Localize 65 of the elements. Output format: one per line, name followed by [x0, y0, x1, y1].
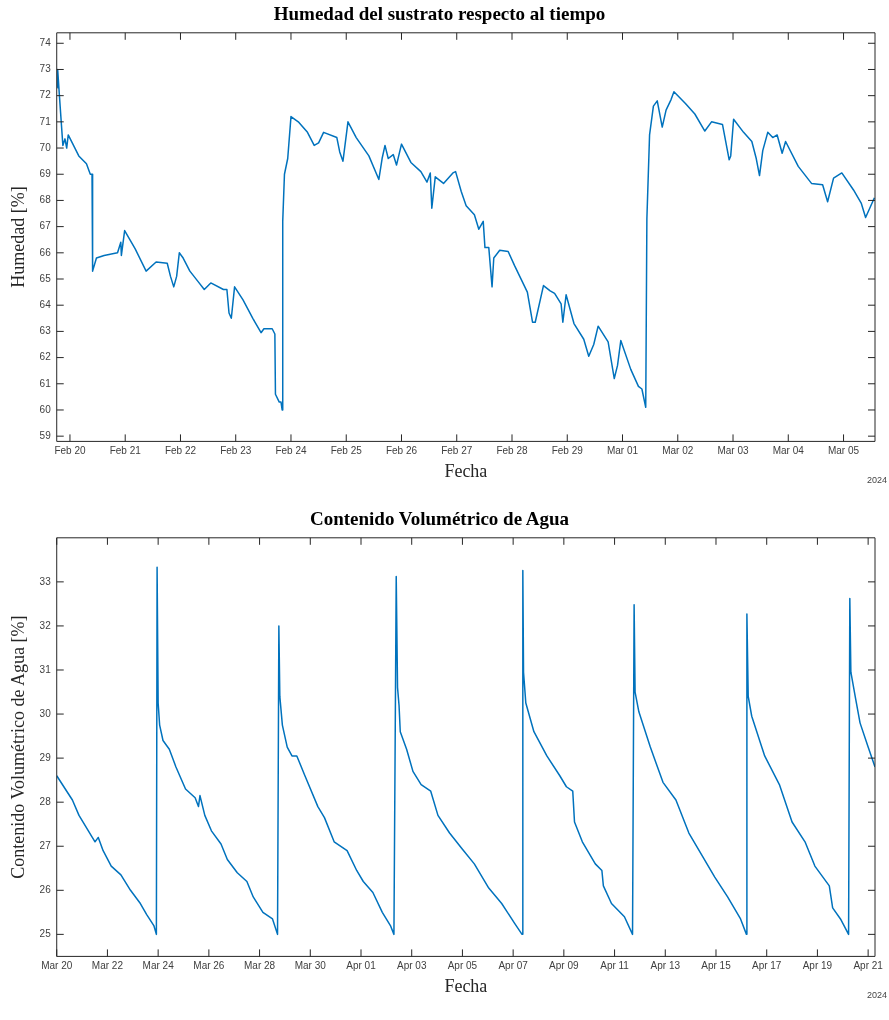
y-tick-label: 32 [39, 619, 52, 631]
y-tick-label: 63 [39, 325, 52, 337]
y-tick-label: 33 [39, 575, 52, 587]
x-tick-label: Apr 13 [650, 960, 681, 972]
y-tick-label: 25 [39, 928, 52, 940]
y-tick-label: 62 [39, 351, 52, 363]
y-tick-label: 74 [39, 37, 52, 49]
x-tick-label: Feb 24 [275, 445, 307, 457]
x-axis-title: Fecha [444, 975, 488, 996]
chart-title: Humedad del sustrato respecto al tiempo [273, 3, 606, 25]
y-tick-label: 61 [39, 377, 52, 389]
x-tick-label: Feb 27 [441, 445, 473, 457]
x-tick-label: Mar 22 [91, 960, 124, 972]
x-tick-label: Apr 15 [701, 960, 732, 972]
y-tick-label: 72 [39, 89, 52, 101]
chart-title: Contenido Volumétrico de Agua [309, 508, 570, 530]
x-tick-label: Apr 19 [802, 960, 833, 972]
x-tick-label: Mar 20 [41, 960, 73, 972]
text: 2024 [866, 990, 887, 1000]
x-tick-label: Mar 30 [294, 960, 327, 972]
x-tick-label: Feb 29 [551, 445, 584, 457]
y-tick-label: 70 [39, 141, 52, 153]
x-axis-title: Fecha [444, 460, 488, 481]
x-tick-label: Apr 17 [751, 960, 782, 972]
y-tick-label: 64 [39, 298, 52, 310]
y-tick-label: 60 [39, 403, 52, 415]
y-tick-label: 28 [39, 795, 52, 807]
y-tick-label: 30 [39, 707, 52, 719]
y-tick-label: 69 [39, 167, 52, 179]
x-tick-label: Apr 05 [447, 960, 478, 972]
x-tick-label: Apr 03 [396, 960, 427, 972]
y-tick-label: 31 [39, 663, 52, 675]
x-tick-label: Mar 24 [142, 960, 175, 972]
y-tick-label: 65 [39, 272, 52, 284]
x-tick-label: Feb 28 [496, 445, 528, 457]
x-tick-label: Mar 03 [717, 445, 750, 457]
y-tick-label: 71 [39, 115, 52, 127]
x-tick-label: Apr 11 [600, 960, 630, 972]
x-tick-label: Feb 26 [385, 445, 418, 457]
x-tick-label: Feb 21 [109, 445, 142, 457]
y-tick-label: 27 [39, 839, 52, 851]
y-tick-label: 66 [39, 246, 52, 258]
x-tick-label: Apr 09 [549, 960, 580, 972]
x-tick-label: Feb 22 [164, 445, 197, 457]
x-tick-label: Mar 01 [606, 445, 639, 457]
y-tick-label: 68 [39, 194, 52, 206]
x-tick-label: Mar 05 [827, 445, 860, 457]
x-tick-label: Feb 23 [220, 445, 252, 457]
y-tick-label: 73 [39, 63, 52, 75]
x-tick-label: Feb 25 [330, 445, 363, 457]
y-axis-title: Contenido Volumétrico de Agua [%] [7, 615, 28, 879]
x-tick-label: Mar 28 [244, 960, 276, 972]
x-tick-label: Mar 26 [193, 960, 225, 972]
x-tick-label: Apr 01 [346, 960, 377, 972]
x-tick-label: Mar 04 [772, 445, 805, 457]
y-tick-label: 67 [39, 220, 52, 232]
x-tick-label: Apr 07 [498, 960, 529, 972]
x-tick-label: Feb 20 [54, 445, 86, 457]
y-tick-label: 29 [39, 751, 52, 763]
y-tick-label: 59 [39, 429, 52, 441]
x-tick-label: Apr 21 [853, 960, 884, 972]
y-tick-label: 26 [39, 884, 52, 896]
y-axis-title: Humedad [%] [7, 186, 28, 288]
text: 2024 [866, 475, 887, 485]
x-tick-label: Mar 02 [662, 445, 694, 457]
